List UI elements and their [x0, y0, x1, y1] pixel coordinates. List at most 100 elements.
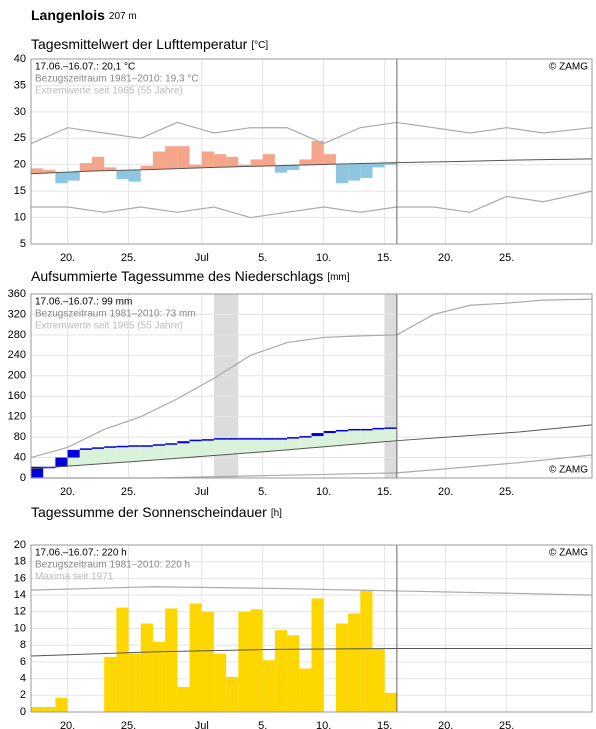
note: Extremwerte seit 1965 (55 Jahre) — [35, 86, 183, 97]
copyright: © ZAMG — [549, 465, 588, 476]
daily-increase — [104, 446, 117, 448]
chart-title: Aufsummierte Tagessumme des Niederschlag… — [31, 268, 350, 284]
x-tick-label: Jul — [195, 720, 209, 729]
plot-frame — [30, 544, 593, 713]
unit: [h] — [271, 508, 282, 519]
x-tick-label: Jul — [195, 252, 209, 264]
x-tick-label: 25. — [121, 720, 136, 729]
bar — [287, 635, 300, 712]
header: Langenlois 207 m — [31, 7, 137, 23]
anomaly-bar — [91, 156, 105, 171]
surplus-area — [226, 438, 239, 455]
y-tick-label: 360 — [8, 288, 26, 300]
surplus-area — [116, 445, 129, 463]
elevation: 207 m — [109, 11, 137, 22]
x-tick-label: 5. — [258, 720, 267, 729]
daily-increase — [323, 430, 336, 434]
maximum-line — [30, 121, 593, 145]
daily-increase — [360, 428, 373, 431]
surplus-area — [140, 445, 153, 461]
title: Aufsummierte Tagessumme des Niederschlag… — [31, 268, 323, 284]
reference-line — [30, 424, 593, 470]
bar — [43, 706, 56, 712]
y-tick-label: 120 — [8, 411, 26, 423]
anomaly-bar — [274, 165, 288, 173]
anomaly-bar — [226, 156, 239, 167]
x-tick-label: 15. — [377, 486, 392, 498]
copyright: © ZAMG — [549, 548, 588, 559]
x-tick-label: 20. — [438, 720, 453, 729]
bar — [213, 653, 227, 712]
y-tick-label: 35 — [14, 79, 26, 91]
surplus-area — [274, 438, 288, 451]
surplus-area — [189, 439, 202, 457]
bar — [299, 668, 312, 712]
anomaly-bar — [335, 164, 349, 184]
bar — [274, 630, 288, 712]
bar — [226, 676, 239, 712]
anomaly-bar — [323, 154, 336, 165]
y-tick-label: 80 — [14, 431, 26, 443]
anomaly-bar — [79, 163, 92, 172]
surplus-area — [311, 433, 324, 448]
x-tick-label: 15. — [377, 720, 392, 729]
maximum-line — [30, 586, 593, 596]
reference-line — [30, 158, 593, 175]
y-tick-label: 2 — [20, 689, 26, 701]
y-tick-label: 10 — [14, 622, 26, 634]
daily-increase — [189, 439, 202, 442]
y-tick-label: 160 — [8, 390, 26, 402]
surplus-area — [165, 443, 178, 459]
daily-increase — [140, 445, 153, 447]
reference-line — [30, 648, 592, 657]
y-tick-label: 40 — [14, 53, 26, 65]
bar — [128, 653, 141, 712]
note: 17.06.–16.07.: 99 mm — [35, 297, 132, 308]
y-tick-label: 15 — [14, 185, 26, 197]
anomaly-bar — [201, 151, 214, 168]
note: Bezugszeitraum 1981–2010: 73 mm — [35, 309, 196, 320]
daily-increase — [287, 437, 300, 439]
anomaly-bar — [140, 165, 153, 170]
surplus-area — [213, 438, 227, 456]
bar — [116, 607, 129, 712]
anomaly-bar — [177, 146, 190, 169]
y-tick-label: 20 — [14, 539, 26, 551]
x-tick-label: 20. — [438, 486, 453, 498]
anomaly-bar — [299, 159, 312, 165]
x-tick-label: 20. — [60, 486, 75, 498]
x-tick-label: Jul — [195, 486, 209, 498]
x-tick-label: 25. — [121, 252, 136, 264]
daily-increase — [116, 445, 129, 448]
daily-increase — [238, 438, 251, 440]
y-tick-label: 25 — [14, 132, 26, 144]
unit: [°C] — [251, 40, 268, 51]
anomaly-bar — [116, 170, 129, 179]
bar — [55, 697, 68, 712]
surplus-area — [323, 430, 336, 447]
y-tick-label: 5 — [20, 238, 26, 250]
x-tick-label: 25. — [121, 486, 136, 498]
anomaly-bar — [384, 162, 397, 165]
note: Extremwerte seit 1965 (55 Jahre) — [35, 321, 183, 332]
x-tick-label: 10. — [316, 486, 331, 498]
anomaly-bar — [287, 165, 300, 170]
title: Tagesmittelwert der Lufttemperatur — [31, 36, 248, 52]
plot-frame — [30, 58, 593, 245]
bar — [177, 686, 190, 712]
shaded-period — [384, 294, 397, 478]
surplus-area — [250, 438, 263, 453]
daily-increase — [201, 439, 214, 441]
note: 17.06.–16.07.: 220 h — [35, 548, 127, 559]
anomaly-bar — [213, 154, 227, 168]
chart-title: Tagessumme der Sonnenscheindauer [h] — [31, 504, 282, 520]
daily-increase — [299, 436, 312, 438]
surplus-area — [91, 447, 105, 465]
bar — [360, 590, 373, 712]
note: Bezugszeitraum 1981–2010: 220 h — [35, 560, 190, 571]
daily-increase — [384, 427, 397, 429]
x-tick-label: 5. — [258, 252, 267, 264]
surplus-area — [128, 445, 141, 462]
y-tick-label: 240 — [8, 349, 26, 361]
bar — [348, 613, 361, 712]
